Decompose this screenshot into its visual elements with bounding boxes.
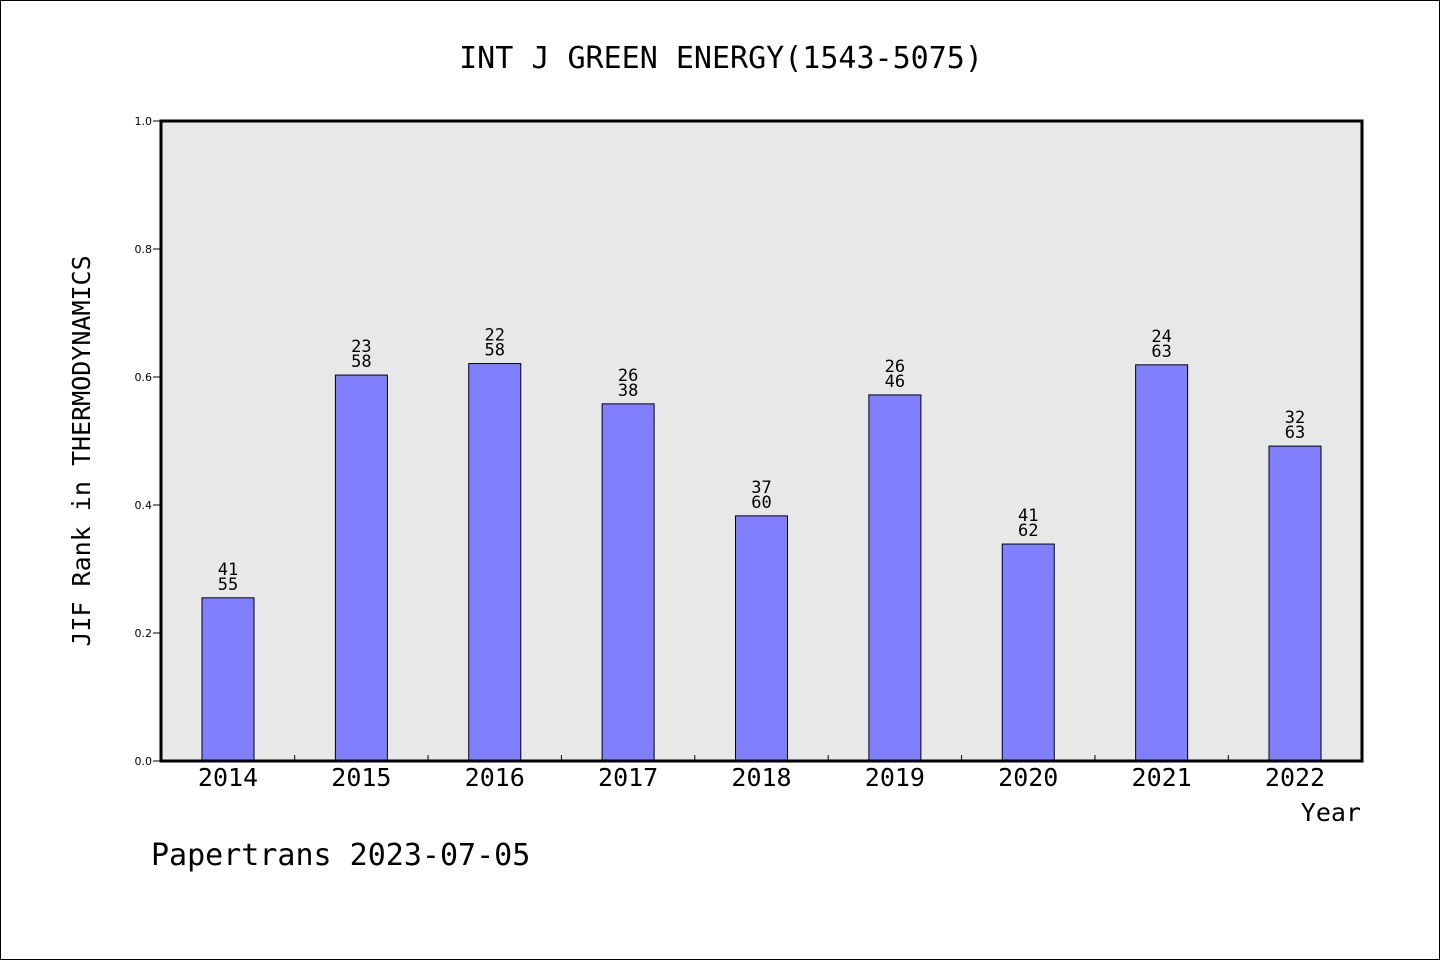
bar-total-label: 55 [218,575,238,595]
y-tick-label: 0.0 [135,755,153,768]
x-tick-label: 2016 [465,763,525,792]
bar-total-label: 58 [351,352,371,372]
x-axis-ticks: 2014 2015 2016 2017 2018 2019 2020 2021 2022 [198,755,1325,792]
y-tick-label: 1.0 [135,115,153,128]
bar [201,597,255,762]
bar-rank-label: 26 [885,357,905,377]
x-tick-label: 2022 [1265,763,1325,792]
bar-rank-label: 22 [485,326,505,346]
bar-total-label: 62 [1018,521,1038,541]
y-tick-label: 0.6 [135,371,153,384]
bar-rank-label: 26 [618,366,638,386]
bar-total-label: 63 [1285,423,1305,443]
x-tick-label: 2014 [198,763,258,792]
bar-rank-label: 41 [1018,506,1038,526]
x-tick-label: 2017 [598,763,658,792]
bar [735,515,788,762]
x-tick-label: 2018 [731,763,791,792]
y-axis-label: JIF Rank in THERMODYNAMICS [67,255,96,646]
bar-total-label: 58 [485,341,505,361]
chart-title: INT J GREEN ENERGY(1543-5075) [459,41,983,76]
x-axis-label: Year [1301,798,1361,827]
bar [1001,543,1055,762]
bar-total-label: 60 [751,493,771,513]
bar [868,394,922,762]
y-tick-label: 0.4 [135,499,153,512]
bar-rank-label: 32 [1285,408,1305,428]
x-tick-label: 2019 [865,763,925,792]
bar-rank-label: 24 [1151,327,1171,347]
footer-credit: Papertrans 2023-07-05 [151,838,530,873]
y-tick-label: 0.2 [135,627,153,640]
bar-rank-label: 23 [351,337,371,357]
bar-total-label: 63 [1151,342,1171,362]
y-axis-ticks: 0.0 0.2 0.4 0.6 0.8 1.0 [135,115,161,768]
bar [334,374,388,762]
bar-rank-label: 37 [751,478,771,498]
bar-rank-label: 41 [218,560,238,580]
x-tick-label: 2021 [1132,763,1192,792]
bar-total-label: 38 [618,381,638,401]
bar [468,363,522,762]
x-tick-label: 2020 [998,763,1058,792]
bar [1135,364,1189,762]
plot-frame [159,119,1364,763]
bar [1268,445,1322,762]
y-tick-label: 0.8 [135,243,153,256]
bar [601,403,655,762]
bar-total-label: 46 [885,372,905,392]
x-tick-label: 2015 [331,763,391,792]
